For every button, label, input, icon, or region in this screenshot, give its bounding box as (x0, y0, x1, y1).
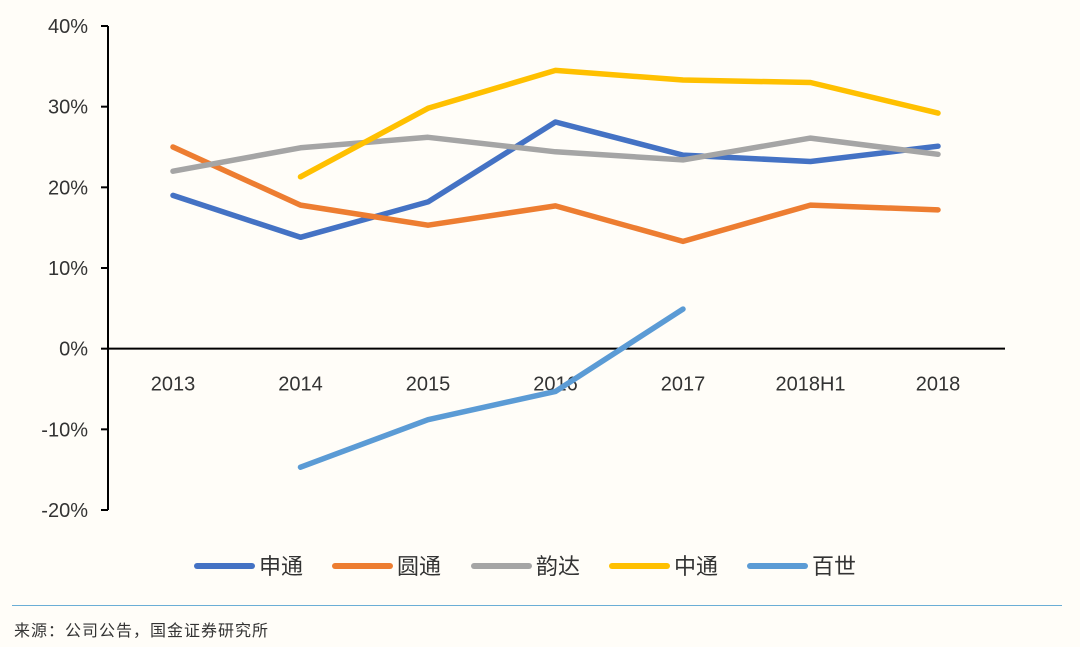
y-axis: 40% 30% 20% 10% 0% -10% -20% (41, 16, 109, 522)
source-divider (12, 605, 1062, 606)
y-tick-label: -20% (41, 500, 88, 522)
legend-label: 申通 (259, 555, 303, 580)
x-tick-label: 2016 (533, 374, 578, 396)
legend-label: 圆通 (397, 555, 441, 580)
y-tick-label: 10% (48, 258, 88, 280)
legend-label: 百世 (812, 555, 856, 580)
series-line (170, 134, 941, 174)
line-chart: 40%30%20%10%0%-10%-20% 2013 2014 2015 2016 2… (41, 16, 1005, 580)
x-tick-label: 2018 (916, 374, 961, 396)
source-note: 来源：公司公告，国金证券研究所 (14, 621, 270, 640)
series-lines (170, 67, 941, 470)
x-tick-label: 2013 (151, 374, 196, 396)
series-line (297, 306, 686, 470)
legend: 申通 圆通 韵达 中通 百世 (194, 555, 856, 580)
y-tick-label: -10% (41, 419, 88, 441)
x-tick-label: 2018H1 (775, 374, 845, 396)
legend-label: 中通 (674, 555, 718, 580)
x-tick-label: 2015 (406, 374, 451, 396)
y-tick-label: 30% (48, 97, 88, 119)
y-tick-label: 0% (59, 339, 88, 361)
x-tick-label: 2014 (278, 374, 323, 396)
series-line (297, 67, 941, 180)
y-tick-label: 20% (48, 177, 88, 199)
x-tick-label: 2017 (661, 374, 706, 396)
series-line (170, 119, 941, 241)
x-axis: 2013 2014 2015 2016 2017 2018H1 2018 (108, 347, 1005, 396)
y-tick-label: 40% (48, 16, 88, 38)
series-line (170, 144, 941, 245)
legend-label: 韵达 (536, 555, 580, 580)
